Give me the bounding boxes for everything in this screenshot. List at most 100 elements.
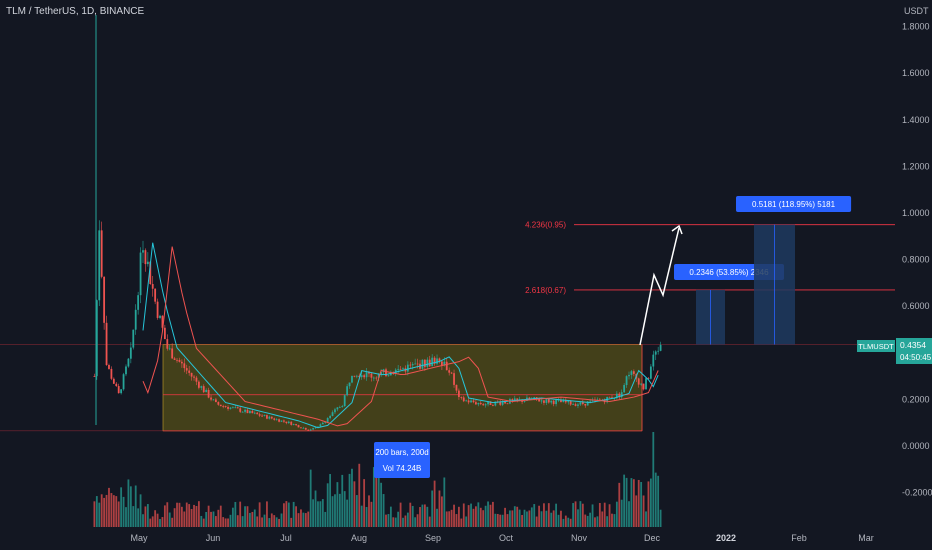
volume-bar <box>404 515 407 527</box>
volume-bar <box>509 510 511 527</box>
volume-bar <box>601 511 604 527</box>
volume-bar <box>564 515 567 527</box>
volume-bar <box>304 513 307 527</box>
candle-body <box>183 363 186 369</box>
volume-bar <box>496 513 499 527</box>
candle-body <box>380 372 383 375</box>
candle-body <box>492 405 494 406</box>
volume-bar <box>489 504 492 527</box>
projection-arrowhead <box>671 224 683 235</box>
volume-bar <box>591 504 594 527</box>
volume-bar <box>540 511 543 527</box>
candle-body <box>564 400 567 403</box>
candle-body <box>317 426 319 428</box>
volume-bar <box>528 510 531 527</box>
volume-bar <box>353 481 356 527</box>
volume-bar <box>222 517 225 527</box>
candle-body <box>341 406 344 408</box>
candle-body <box>370 373 373 378</box>
volume-bar <box>382 494 385 527</box>
volume-bar <box>372 467 375 527</box>
volume-bar <box>292 501 295 527</box>
volume-bar <box>380 482 383 527</box>
candle-body <box>144 250 147 265</box>
volume-bar <box>642 495 645 527</box>
candle-body <box>219 404 222 407</box>
time-tick-label: Jul <box>280 533 292 543</box>
candle-body <box>285 421 288 424</box>
last-price-label: 0.4354 <box>900 340 926 350</box>
volume-bar <box>625 477 628 527</box>
volume-bar <box>146 504 149 527</box>
volume-bar <box>577 509 579 527</box>
volume-bar <box>229 514 232 527</box>
volume-bar <box>217 509 220 527</box>
volume-bar <box>450 509 453 527</box>
candle-body <box>227 406 229 409</box>
candle-body <box>134 309 137 330</box>
candle-body <box>453 373 455 385</box>
fib-level-label: 4.236(0.95) <box>525 221 566 230</box>
volume-bar <box>348 473 351 527</box>
volume-bar <box>268 518 271 527</box>
volume-bar <box>185 502 188 527</box>
volume-bar <box>436 508 438 527</box>
volume-bar <box>190 509 193 527</box>
volume-bar <box>215 516 217 527</box>
volume-bar <box>110 493 113 527</box>
volume-bar <box>387 514 390 527</box>
volume-bar <box>608 504 611 527</box>
candle-body <box>110 368 113 379</box>
volume-bar <box>360 505 363 527</box>
candle-body <box>195 377 198 382</box>
candle-body <box>222 406 225 407</box>
time-tick-label: May <box>130 533 148 543</box>
volume-bar <box>117 501 120 527</box>
volume-bar <box>411 505 414 527</box>
volume-bar <box>431 490 434 527</box>
candle-body <box>443 361 446 366</box>
time-tick-label: Dec <box>644 533 661 543</box>
volume-bar <box>273 515 276 527</box>
volume-bar <box>122 496 125 527</box>
volume-bar <box>309 469 312 527</box>
candle-body <box>100 230 103 277</box>
volume-bar <box>314 490 317 527</box>
price-tick-label: 1.4000 <box>902 115 930 125</box>
volume-bar <box>399 502 402 527</box>
range-tooltip-line1: 200 bars, 200d <box>375 448 428 457</box>
candle-body <box>287 421 290 424</box>
volume-bar <box>438 490 441 527</box>
candle-body <box>431 357 434 367</box>
candle-body <box>411 364 414 366</box>
volume-bar <box>236 515 239 527</box>
candle-body <box>475 402 477 405</box>
volume-bar <box>154 510 157 527</box>
volume-bar <box>210 511 212 527</box>
candle-body <box>159 315 161 318</box>
volume-bar <box>632 479 635 527</box>
volume-bar <box>440 496 443 527</box>
candle-body <box>465 400 468 402</box>
volume-bar <box>453 504 455 527</box>
candle-body <box>149 261 152 285</box>
volume-bar <box>159 518 161 527</box>
price-tick-label: 1.6000 <box>902 68 930 78</box>
candle-body <box>229 407 232 409</box>
candle-body <box>355 375 358 377</box>
volume-bar <box>513 506 516 527</box>
candle-body <box>499 402 502 405</box>
candle-body <box>146 261 149 265</box>
candle-body <box>623 385 626 393</box>
candle-body <box>334 409 336 413</box>
candle-body <box>239 408 242 412</box>
symbol-badge: TLMUSDT <box>858 342 894 351</box>
volume-bar <box>336 482 339 527</box>
candle-body <box>280 420 283 422</box>
candle-body <box>120 389 123 394</box>
volume-bar <box>552 510 555 527</box>
volume-bar <box>506 514 509 527</box>
volume-bar <box>550 512 553 527</box>
